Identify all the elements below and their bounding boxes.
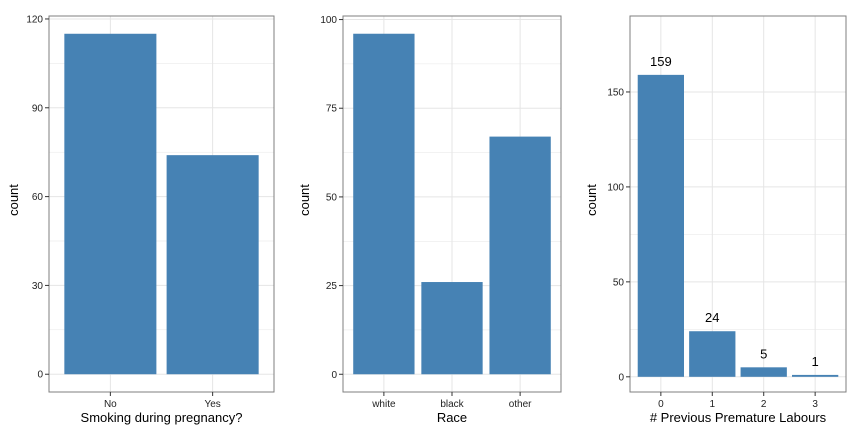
x-tick-label: 0 [658, 399, 664, 410]
y-tick-label: 100 [607, 182, 624, 193]
bar-yes [166, 155, 259, 375]
data-label: 1 [812, 354, 819, 369]
bar-3 [792, 374, 839, 377]
bar-other [489, 136, 551, 375]
y-axis-title: count [584, 184, 599, 216]
data-label: 24 [705, 310, 719, 325]
y-axis-title: count [297, 184, 312, 216]
chart-panel-2: 0 25 50 75 100 white black other Race count [297, 15, 562, 425]
x-tick-label: No [104, 399, 117, 410]
bar-white [353, 33, 415, 375]
y-axis-title: count [6, 184, 21, 216]
x-tick-label: white [371, 399, 396, 410]
panel-border [48, 15, 275, 393]
bar-0 [637, 74, 684, 377]
x-tick-label: 3 [812, 399, 818, 410]
y-tick-label: 75 [326, 104, 338, 115]
y-tick-label: 60 [32, 192, 44, 203]
bar-1 [689, 331, 736, 377]
y-tick-label: 25 [326, 281, 338, 292]
data-label: 159 [650, 54, 672, 69]
x-axis-title: Race [437, 410, 467, 425]
x-axis-title: Smoking during pregnancy? [81, 410, 243, 425]
x-tick-label: 2 [761, 399, 767, 410]
y-tick-label: 0 [331, 370, 337, 381]
y-tick-label: 0 [37, 370, 43, 381]
y-tick-label: 150 [607, 87, 624, 98]
x-tick-label: 1 [710, 399, 716, 410]
bar-2 [740, 367, 787, 377]
y-tick-label: 90 [32, 103, 44, 114]
y-tick-label: 50 [326, 192, 338, 203]
x-tick-label: black [440, 399, 464, 410]
bar-black [421, 282, 483, 375]
x-tick-label: Yes [204, 399, 220, 410]
chart-panel-3: 159 24 5 1 0 50 100 150 0 1 2 3# Previous Premature… [584, 15, 847, 425]
x-tick-label: other [509, 399, 532, 410]
y-tick-label: 50 [613, 277, 625, 288]
data-label: 5 [760, 346, 767, 361]
y-tick-label: 100 [320, 15, 337, 26]
panel-border [629, 15, 847, 393]
y-tick-label: 120 [26, 14, 43, 25]
bar-no [64, 33, 157, 375]
x-axis-title: # Previous Premature Labours [650, 410, 827, 425]
y-tick-label: 0 [618, 372, 624, 383]
y-tick-label: 30 [32, 281, 44, 292]
